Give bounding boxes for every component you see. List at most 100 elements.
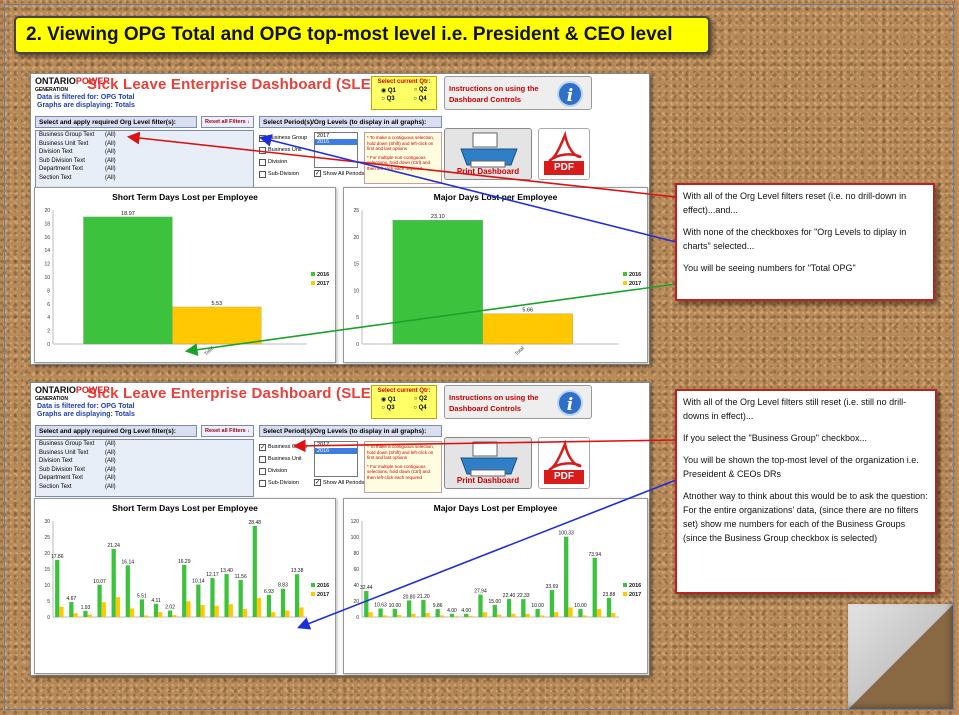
data-label: 10.14 <box>192 579 205 585</box>
data-label: 15.00 <box>489 599 502 605</box>
bar-2017 <box>611 613 616 617</box>
opg-logo: ONTARIOPOWER GENERATION <box>35 77 110 95</box>
filter-row[interactable]: Department Text (All) <box>36 165 253 174</box>
bar-2017 <box>539 615 545 617</box>
period-listbox[interactable]: 2017 2016 <box>314 441 358 477</box>
quarter-selector[interactable]: Select current Qtr: ◉ Q1 ○ Q2 ○ Q3 ○ Q4 <box>371 385 437 419</box>
pdf-button[interactable]: PDF <box>538 128 590 180</box>
filter-row[interactable]: Division Text (All) <box>36 457 253 466</box>
data-label: 20.80 <box>403 594 416 600</box>
data-label: 10.00 <box>389 603 402 609</box>
checkbox-division[interactable]: Division <box>259 156 309 168</box>
radio-q1[interactable]: ◉ Q1 <box>380 88 396 94</box>
checkbox-business-unit[interactable]: Business Unit <box>259 144 309 156</box>
radio-q2[interactable]: ○ Q2 <box>413 396 428 402</box>
checkbox-icon[interactable] <box>259 134 266 142</box>
radio-q4[interactable]: ○ Q4 <box>413 405 427 411</box>
radio-q3[interactable]: ○ Q3 <box>381 405 395 411</box>
show-all-periods[interactable]: ✓ Show All Periods <box>314 170 364 177</box>
period-listbox[interactable]: 2017 2016 <box>314 132 358 168</box>
legend-swatch <box>623 272 627 276</box>
filter-row[interactable]: Section Text (All) <box>36 174 253 183</box>
checkbox-sub-division[interactable]: Sub-Division <box>259 477 309 489</box>
org-level-checkboxes: ✓ Business Group Business Unit Division S… <box>259 441 309 499</box>
checkbox-icon[interactable] <box>259 170 266 178</box>
bar-2017 <box>525 613 530 617</box>
bar-2017 <box>439 615 445 617</box>
filter-row[interactable]: Section Text (All) <box>36 483 253 492</box>
y-tick-label: 25 <box>353 208 359 214</box>
data-label: 4.67 <box>66 596 76 602</box>
bar-2017 <box>454 616 459 617</box>
bar-2016 <box>421 600 426 617</box>
checkbox-icon[interactable] <box>259 158 266 166</box>
filter-row[interactable]: Business Group Text (All) <box>36 440 253 449</box>
period-option-selected[interactable]: 2016 <box>315 139 357 145</box>
data-label: 18.97 <box>121 211 135 217</box>
data-label: 22.40 <box>503 593 516 599</box>
bar-2016 <box>295 574 300 617</box>
checkbox-label: Business Unit <box>268 147 302 153</box>
instructions-label: Instructions on using the Dashboard Cont… <box>449 393 539 413</box>
radio-q4-label: Q4 <box>418 405 427 411</box>
data-label: 5.66 <box>522 308 533 314</box>
data-label: 33.69 <box>546 584 559 590</box>
legend-swatch <box>623 281 627 285</box>
radio-q1-label: Q1 <box>387 88 396 94</box>
bar-2017 <box>468 615 473 617</box>
bar-2017 <box>214 605 219 617</box>
y-tick-label: 10 <box>353 288 359 294</box>
y-tick-label: 15 <box>44 567 50 573</box>
filter-row[interactable]: Sub Division Text (All) <box>36 157 253 166</box>
checkbox-icon[interactable] <box>259 479 266 487</box>
filter-name: Department Text <box>39 475 83 481</box>
checkbox-icon[interactable] <box>259 467 266 475</box>
checkbox-icon[interactable]: ✓ <box>314 170 321 177</box>
bar-2016 <box>406 600 412 617</box>
bar-2017 <box>554 612 559 617</box>
reset-filters-button[interactable]: Reset all Filters ↓ <box>201 425 254 437</box>
filter-value: (All) <box>105 466 116 473</box>
checkbox-icon[interactable]: ✓ <box>259 443 266 451</box>
radio-q2[interactable]: ○ Q2 <box>413 87 428 93</box>
checkbox-icon[interactable] <box>259 455 266 463</box>
checkbox-icon[interactable] <box>259 146 266 154</box>
reset-filters-button[interactable]: Reset all Filters ↓ <box>201 116 254 128</box>
checkbox-business-group[interactable]: Business Group <box>259 132 309 144</box>
legend-label: 2017 <box>317 281 329 287</box>
period-panel-label: Select Period(s)/Org Levels (to display … <box>259 116 442 128</box>
chart-svg: 0 5 10 15 20 25 23.10 5.66 Total 2016 2017 <box>353 208 641 357</box>
chart-title: Short Term Days Lost per Employee <box>112 503 258 513</box>
print-dashboard-button[interactable]: Print Dashboard <box>444 437 532 489</box>
instructions-button[interactable]: Instructions on using the Dashboard Cont… <box>444 76 592 110</box>
data-label: 32.44 <box>360 585 373 591</box>
checkbox-sub-division[interactable]: Sub-Division <box>259 168 309 180</box>
filter-row[interactable]: Business Unit Text (All) <box>36 140 253 149</box>
logo-generation: GENERATION <box>35 396 68 402</box>
quarter-selector[interactable]: Select current Qtr: ◉ Q1 ○ Q2 ○ Q3 ○ Q4 <box>371 76 437 110</box>
period-option[interactable]: 2017 <box>317 133 330 139</box>
filter-row[interactable]: Business Unit Text (All) <box>36 449 253 458</box>
legend-swatch <box>623 592 627 596</box>
pdf-button[interactable]: PDF <box>538 437 590 489</box>
y-tick-label: 14 <box>44 248 50 254</box>
y-tick-label: 20 <box>353 599 359 605</box>
show-all-periods[interactable]: ✓ Show All Periods <box>314 479 364 486</box>
hint-noncontiguous: * For multiple non-contiguous selections… <box>367 463 431 480</box>
radio-q1[interactable]: ◉ Q1 <box>380 397 396 403</box>
instructions-button[interactable]: Instructions on using the Dashboard Cont… <box>444 385 592 419</box>
filter-row[interactable]: Division Text (All) <box>36 148 253 157</box>
period-option-selected[interactable]: 2016 <box>315 448 357 454</box>
radio-q4[interactable]: ○ Q4 <box>413 96 427 102</box>
radio-q3[interactable]: ○ Q3 <box>381 96 395 102</box>
checkbox-division[interactable]: Division <box>259 465 309 477</box>
radio-q1-label: Q1 <box>387 397 396 403</box>
print-dashboard-button[interactable]: Print Dashboard <box>444 128 532 180</box>
filter-row[interactable]: Department Text (All) <box>36 474 253 483</box>
filter-row[interactable]: Business Group Text (All) <box>36 131 253 140</box>
checkbox-icon[interactable]: ✓ <box>314 479 321 486</box>
checkbox-business-unit[interactable]: Business Unit <box>259 453 309 465</box>
filter-row[interactable]: Sub Division Text (All) <box>36 466 253 475</box>
data-label: 22.33 <box>517 593 530 599</box>
checkbox-business-group[interactable]: ✓ Business Group <box>259 441 309 453</box>
